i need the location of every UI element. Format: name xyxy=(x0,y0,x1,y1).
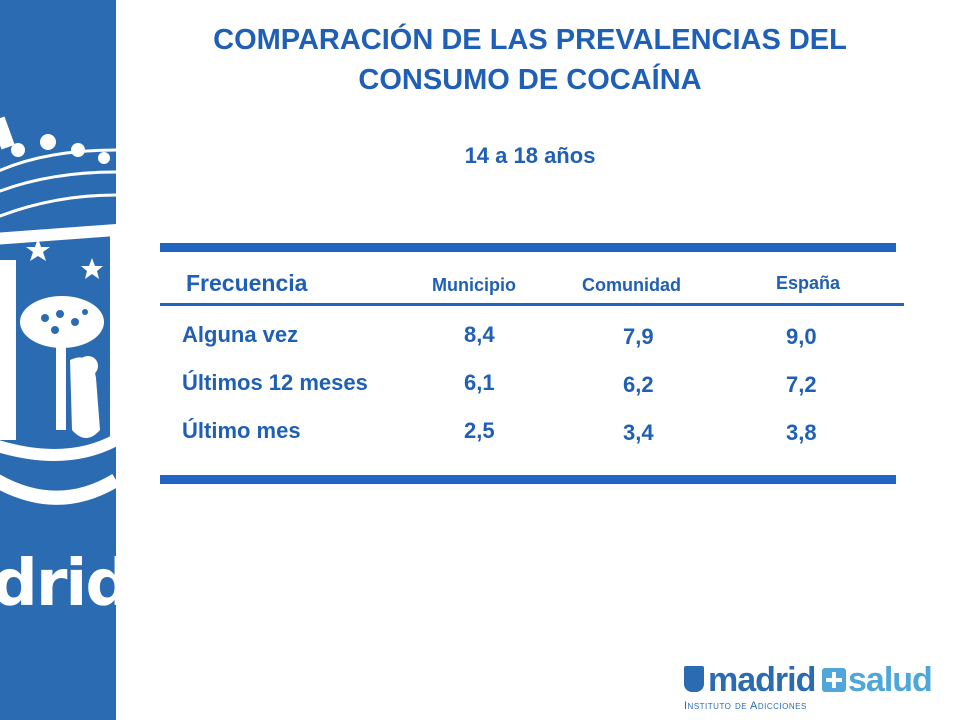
logo-brand-left: madrid xyxy=(708,661,816,699)
column-header-municipio: Municipio xyxy=(432,275,516,295)
sidebar-banner: drid xyxy=(0,0,116,720)
cell-municipio-alguna-vez: 8,4 xyxy=(464,322,495,347)
row-label-ultimos-12-meses: Últimos 12 meses xyxy=(182,370,368,395)
cell-comunidad-alguna-vez: 7,9 xyxy=(623,324,654,349)
table-top-rule xyxy=(160,243,896,252)
column-header-frecuencia: Frecuencia xyxy=(186,270,308,296)
cell-municipio-ultimo-mes: 2,5 xyxy=(464,418,495,443)
coat-of-arms-icon xyxy=(0,116,116,505)
row-label-alguna-vez: Alguna vez xyxy=(182,322,299,347)
logo-brand-right: salud xyxy=(848,661,933,699)
page-title-line-2: CONSUMO DE COCAÍNA xyxy=(358,64,702,96)
column-header-espana: España xyxy=(776,273,841,293)
table-bottom-rule xyxy=(160,475,896,484)
cell-municipio-ultimos-12-meses: 6,1 xyxy=(464,370,495,395)
shield-icon xyxy=(684,666,704,692)
plus-icon xyxy=(822,668,846,692)
cell-comunidad-ultimos-12-meses: 6,2 xyxy=(623,372,654,397)
page-title-line-1: COMPARACIÓN DE LAS PREVALENCIAS DEL xyxy=(213,24,847,56)
logo-tagline: Instituto de Adicciones xyxy=(684,700,807,712)
cell-espana-alguna-vez: 9,0 xyxy=(786,324,817,349)
madrid-salud-logo: madrid salud Instituto de Adicciones xyxy=(684,660,954,716)
row-label-ultimo-mes: Último mes xyxy=(182,418,301,443)
cell-comunidad-ultimo-mes: 3,4 xyxy=(623,420,654,445)
age-range-subtitle: 14 a 18 años xyxy=(464,143,596,168)
column-header-comunidad: Comunidad xyxy=(582,275,681,295)
crest-text: drid xyxy=(0,547,116,621)
table-header-rule xyxy=(160,303,904,306)
cell-espana-ultimos-12-meses: 7,2 xyxy=(786,372,817,397)
cell-espana-ultimo-mes: 3,8 xyxy=(786,420,817,445)
